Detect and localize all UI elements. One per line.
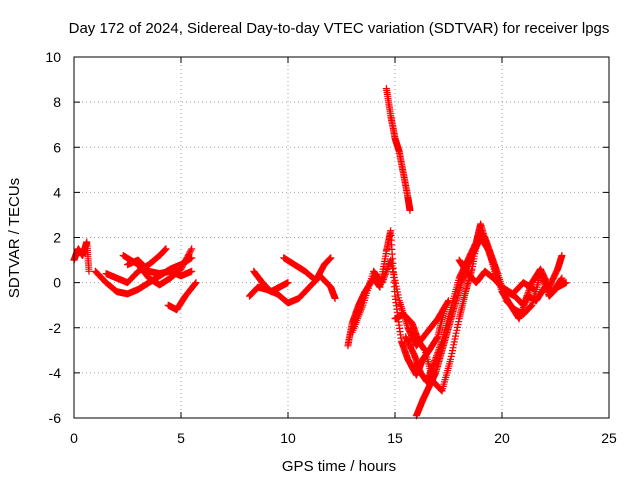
x-tick-label: 0 <box>70 430 78 446</box>
grid-lines <box>74 57 609 418</box>
data-marker-track <box>382 85 414 214</box>
x-tick-label: 15 <box>387 430 403 446</box>
data-marker-track <box>455 256 538 298</box>
y-tick-label: -2 <box>49 320 62 336</box>
data-marker-track <box>250 267 292 296</box>
plot-frame <box>73 56 610 419</box>
x-tick-label: 10 <box>280 430 296 446</box>
chart-title: Day 172 of 2024, Sidereal Day-to-day VTE… <box>69 20 610 37</box>
x-tick-label: 25 <box>601 430 617 446</box>
data-marker-track <box>280 254 335 284</box>
x-tick-label: 5 <box>177 430 185 446</box>
y-tick-label: 6 <box>53 139 61 155</box>
x-tick-label: 20 <box>494 430 510 446</box>
y-tick-label: 8 <box>53 94 61 110</box>
y-tick-label: 0 <box>53 275 61 291</box>
y-tick-label: 10 <box>45 49 61 65</box>
data-marker-track <box>164 279 200 314</box>
tick-labels: 0 5 10 15 20 25 -6 -4 -2 0 2 4 6 8 10 <box>45 49 617 446</box>
y-axis-label: SDTVAR / TECUs <box>6 178 23 298</box>
y-tick-label: 2 <box>53 230 61 246</box>
y-tick-label: -6 <box>49 410 62 426</box>
y-tick-label: -4 <box>49 365 62 381</box>
data-marker-track <box>124 256 196 280</box>
series-sdtvar <box>70 85 570 420</box>
y-tick-label: 4 <box>53 184 61 200</box>
x-axis-label: GPS time / hours <box>282 458 396 475</box>
